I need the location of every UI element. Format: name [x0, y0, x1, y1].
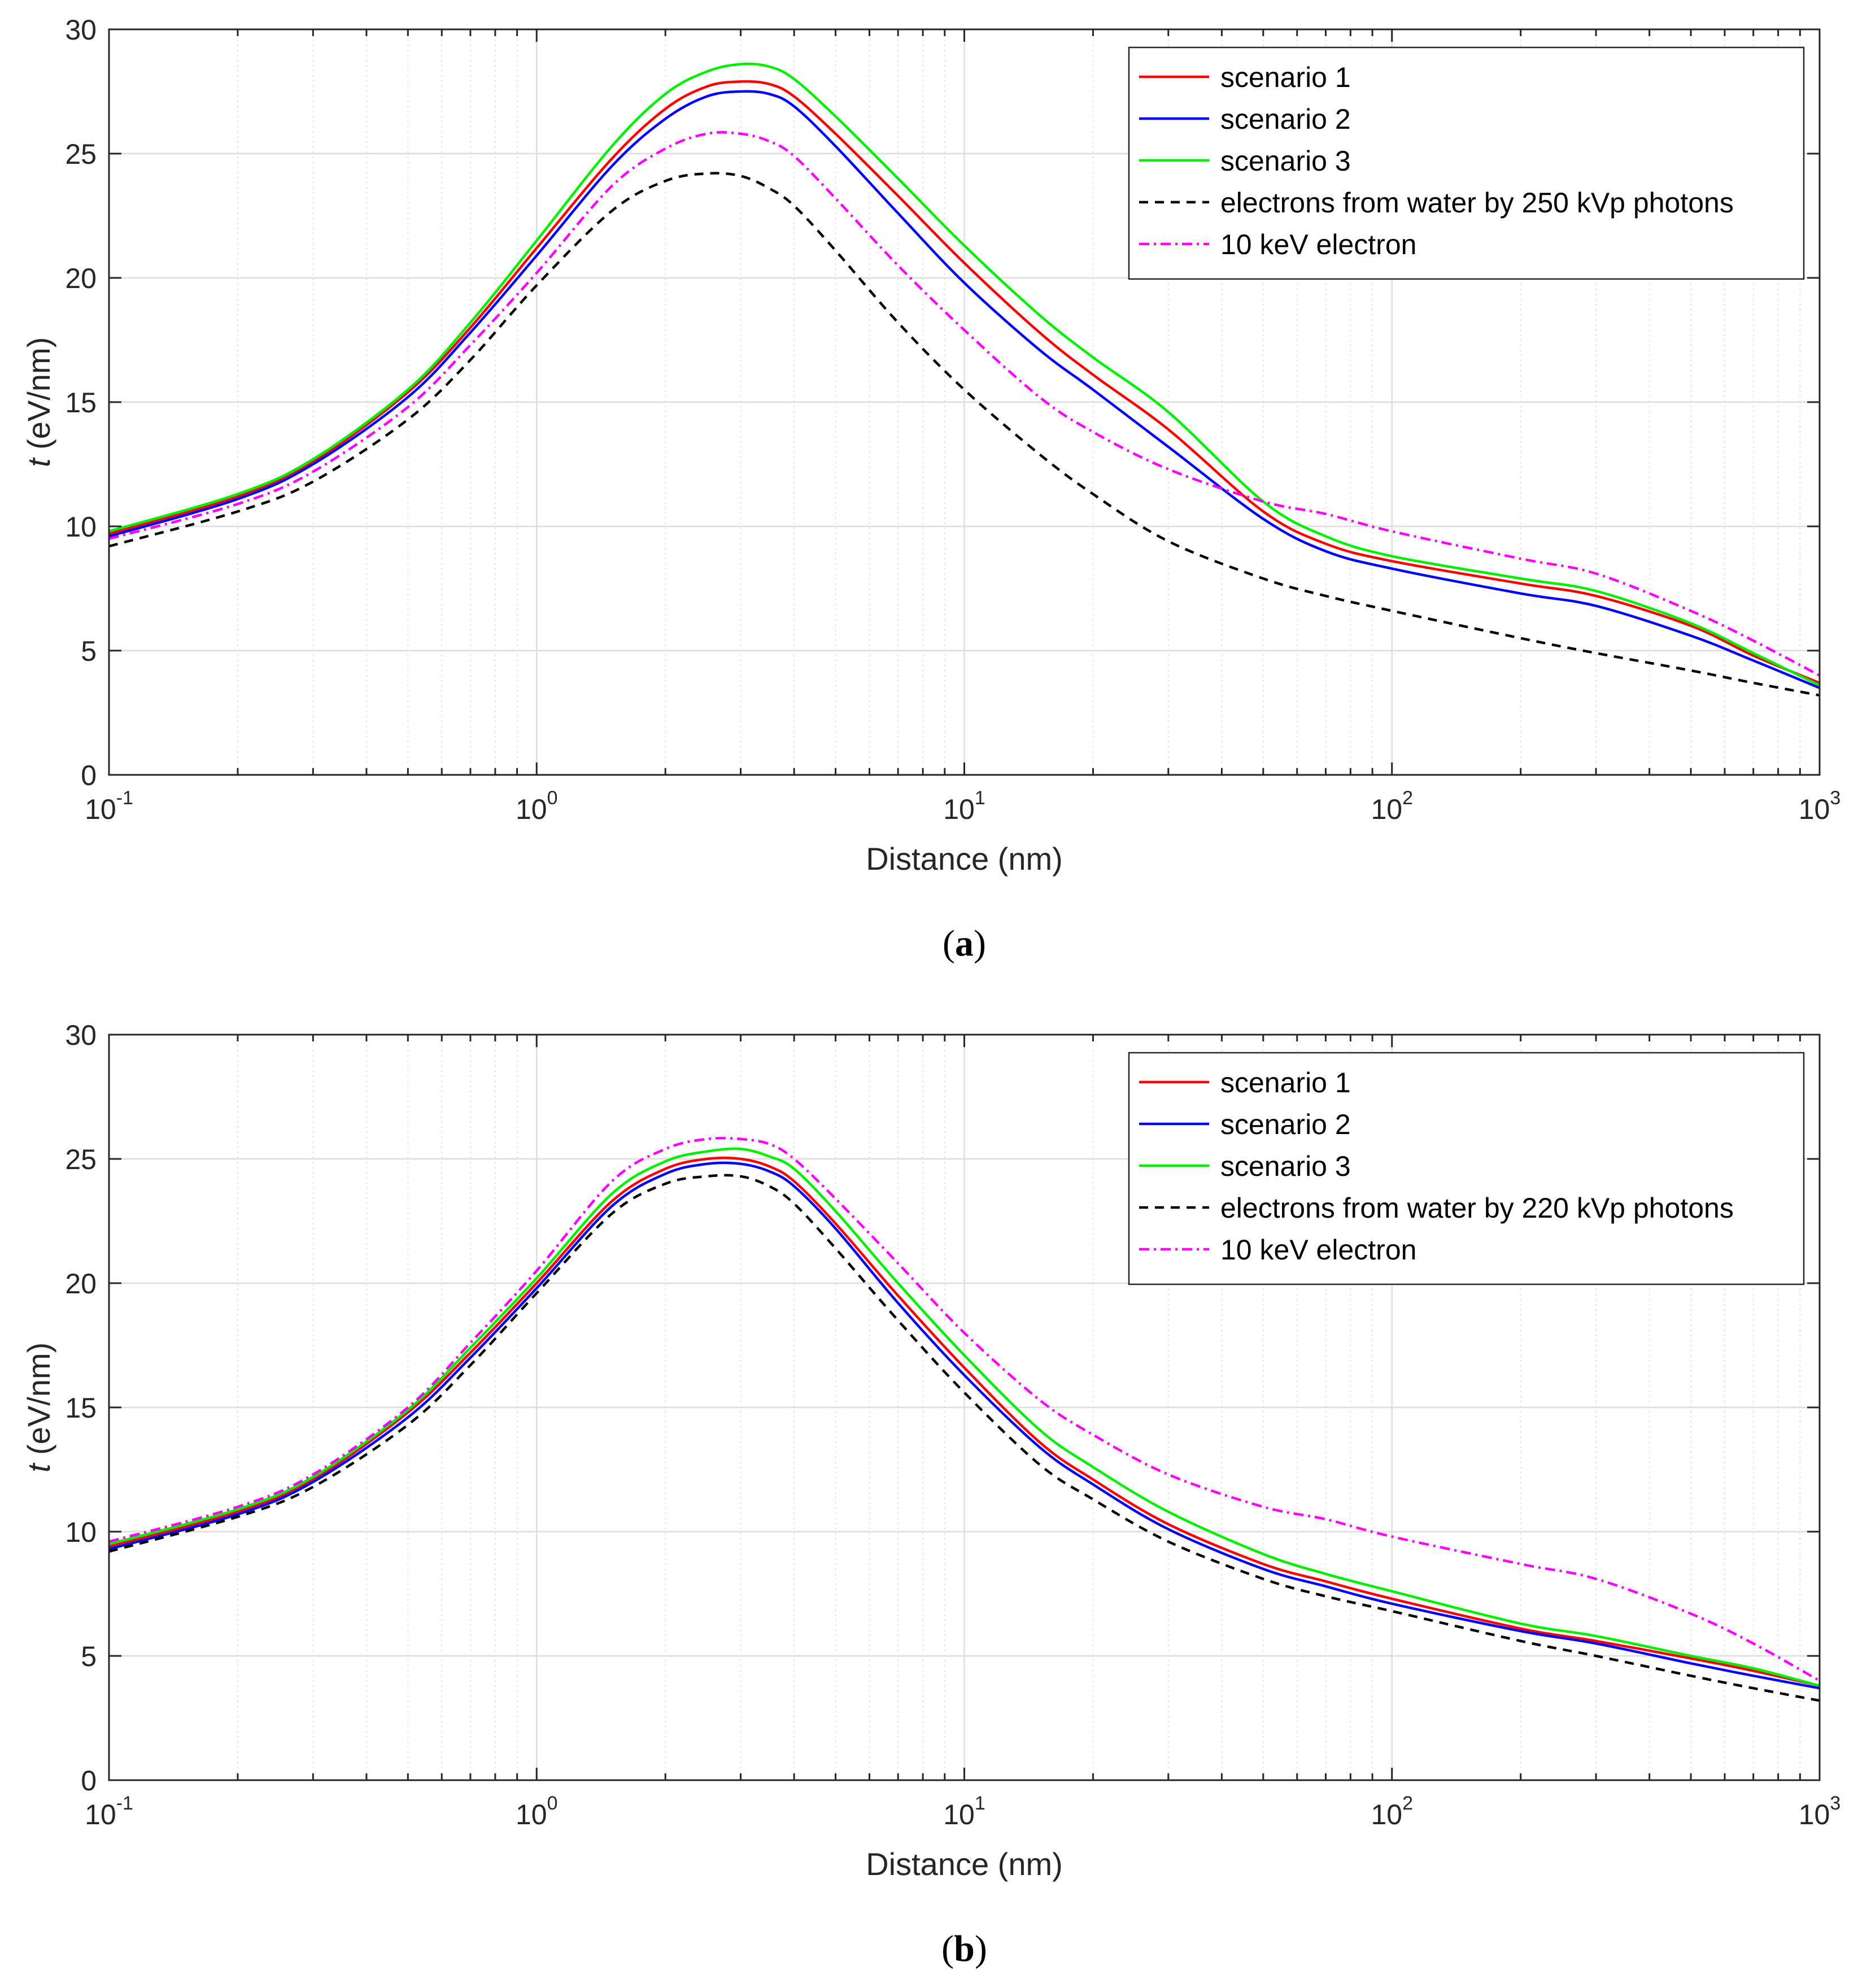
x-tick-label: 103 — [1799, 1793, 1841, 1830]
legend-label-2: scenario 2 — [1220, 103, 1351, 135]
y-tick-label: 10 — [65, 1516, 97, 1548]
series-line-3 — [108, 62, 1820, 687]
x-tick-label: 102 — [1371, 787, 1413, 825]
legend-box — [1128, 46, 1805, 280]
y-tick-label: 30 — [65, 14, 97, 46]
grid — [109, 1035, 1820, 1780]
axes: 0 5 10 15 20 25 30 10-1 100 101 102 103 — [65, 14, 1840, 825]
series-line-2 — [108, 1161, 1820, 1690]
panel-caption: (a) — [943, 923, 986, 964]
x-tick-label: 10-1 — [85, 1793, 133, 1830]
y-tick-label: 25 — [65, 138, 97, 170]
legend-label-4: electrons from water by 250 kVp photons — [1220, 187, 1734, 219]
y-tick-label: 0 — [81, 760, 97, 791]
series-group — [108, 62, 1821, 697]
y-tick-label: 15 — [65, 387, 97, 418]
x-axis-label: Distance (nm) — [866, 841, 1063, 877]
legend-label-5: 10 keV electron — [1220, 1234, 1416, 1266]
x-tick-label: 101 — [943, 787, 985, 825]
y-tick-label: 10 — [65, 511, 97, 543]
legend-label-3: scenario 3 — [1220, 145, 1351, 177]
legend-label-4: electrons from water by 220 kVp photons — [1220, 1192, 1734, 1224]
legend-label-5: 10 keV electron — [1220, 229, 1416, 260]
legend-label-1: scenario 1 — [1220, 62, 1351, 93]
x-tick-label: 100 — [516, 1793, 558, 1830]
x-tick-label: 10-1 — [85, 787, 133, 825]
series-line-1 — [108, 80, 1820, 685]
legend-label-3: scenario 3 — [1220, 1150, 1351, 1182]
series-line-5 — [108, 1136, 1821, 1682]
y-tick-label: 30 — [65, 1019, 97, 1051]
legend: scenario 1 scenario 2 scenario 3 electrons … — [1128, 1052, 1805, 1285]
y-tick-label: 5 — [81, 635, 97, 667]
grid — [109, 29, 1820, 775]
line-chart-b: 0 5 10 15 20 25 30 10-1 100 101 102 103 Distance (nm… — [21, 1019, 1840, 1969]
chart-panel-b: 0 5 10 15 20 25 30 10-1 100 101 102 103 Distance (nm… — [0, 1005, 1858, 1988]
y-tick-label: 20 — [65, 263, 97, 294]
legend-box — [1128, 1052, 1805, 1285]
x-axis-label: Distance (nm) — [866, 1846, 1063, 1882]
series-line-4 — [108, 1174, 1820, 1702]
chart-panel-a: 0 5 10 15 20 25 30 10-1 100 101 102 103 Distance (nm… — [0, 0, 1858, 983]
x-tick-label: 100 — [516, 787, 558, 825]
series-line-4 — [108, 172, 1820, 697]
y-axis-label: t (eV/nm) — [21, 1342, 56, 1472]
legend-label-1: scenario 1 — [1220, 1067, 1351, 1098]
legend: scenario 1 scenario 2 scenario 3 electrons … — [1128, 46, 1805, 280]
x-tick-label: 101 — [943, 1793, 985, 1830]
series-line-5 — [108, 131, 1821, 677]
y-axis-label: t (eV/nm) — [21, 337, 56, 467]
x-tick-label: 102 — [1371, 1793, 1413, 1830]
y-tick-label: 0 — [81, 1765, 97, 1797]
legend-label-2: scenario 2 — [1220, 1109, 1351, 1140]
series-group — [108, 1136, 1821, 1702]
y-tick-label: 25 — [65, 1144, 97, 1175]
series-line-2 — [108, 90, 1820, 690]
line-chart-a: 0 5 10 15 20 25 30 10-1 100 101 102 103 Distance (nm… — [21, 14, 1840, 964]
y-tick-label: 20 — [65, 1268, 97, 1300]
y-tick-label: 15 — [65, 1392, 97, 1424]
axes: 0 5 10 15 20 25 30 10-1 100 101 102 103 — [65, 1019, 1840, 1830]
y-tick-label: 5 — [81, 1641, 97, 1672]
x-tick-label: 103 — [1799, 787, 1841, 825]
panel-caption: (b) — [941, 1928, 987, 1969]
series-line-3 — [108, 1147, 1820, 1687]
series-line-1 — [108, 1156, 1820, 1687]
